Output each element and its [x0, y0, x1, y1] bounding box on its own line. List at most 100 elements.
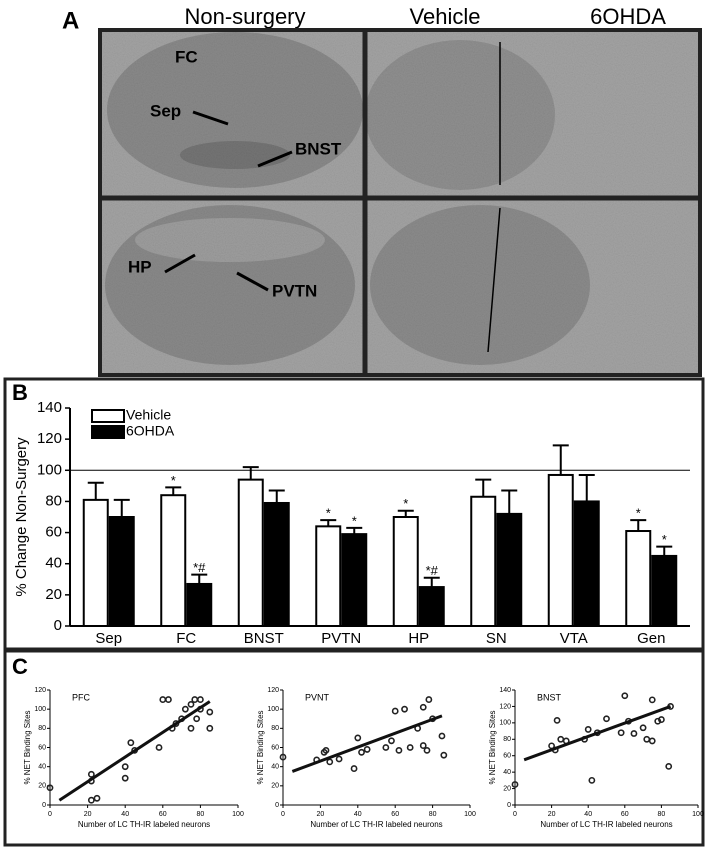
x-tick-label: VTA — [560, 630, 588, 647]
x-tick-label: 0 — [48, 811, 52, 818]
y-tick-label: 20 — [503, 785, 511, 792]
data-point — [401, 705, 408, 713]
column-title: 6OHDA — [590, 4, 666, 29]
bar — [82, 498, 109, 627]
x-tick-label: 100 — [692, 811, 704, 818]
data-point — [93, 794, 101, 802]
y-axis-label: % NET Binding Sites — [256, 710, 265, 784]
data-point — [165, 696, 172, 703]
y-tick-label: 80 — [45, 492, 62, 509]
x-tick-label: 80 — [429, 811, 437, 818]
y-tick-label: 20 — [38, 783, 46, 790]
pointer — [257, 150, 293, 168]
significance-mark: * — [352, 513, 357, 528]
data-point — [358, 748, 365, 756]
x-tick-label: 60 — [159, 811, 167, 818]
y-tick-label: 0 — [275, 802, 279, 809]
x-tick-label: 40 — [354, 811, 362, 818]
data-point — [665, 762, 673, 770]
y-tick-label: 80 — [271, 725, 279, 732]
region-label: PVTN — [272, 281, 317, 300]
pointer — [192, 110, 229, 126]
x-tick-label: FC — [176, 630, 196, 647]
data-point — [193, 715, 201, 723]
data-point — [382, 744, 390, 751]
data-point — [639, 724, 647, 732]
data-point — [648, 737, 656, 745]
data-point — [363, 746, 371, 753]
y-tick-label: 100 — [34, 706, 46, 713]
bar — [108, 516, 135, 627]
data-point — [155, 744, 163, 751]
significance-mark: * — [403, 496, 408, 511]
y-tick-label: 40 — [503, 769, 511, 776]
y-tick-label: 120 — [267, 687, 279, 694]
y-tick-label: 40 — [38, 764, 46, 771]
brain-structure — [180, 141, 290, 169]
bar — [237, 478, 264, 627]
y-tick-label: 20 — [45, 586, 62, 603]
bar — [573, 500, 600, 627]
x-tick-label: 20 — [548, 811, 556, 818]
data-point — [335, 755, 343, 763]
data-point — [187, 700, 195, 708]
data-point — [322, 746, 330, 754]
y-tick-label: 120 — [34, 687, 46, 694]
y-tick-label: 140 — [499, 687, 511, 694]
region-label: BNST — [295, 139, 342, 158]
data-point — [588, 776, 596, 784]
panel-frame — [3, 377, 705, 651]
pointer — [164, 253, 196, 274]
data-point — [584, 726, 592, 733]
significance-mark: *# — [426, 563, 439, 578]
data-point — [121, 774, 129, 782]
column-title: Non-surgery — [184, 4, 305, 29]
data-point — [425, 696, 433, 703]
brain-section — [365, 40, 555, 190]
data-point — [181, 705, 189, 713]
column-title: Vehicle — [410, 4, 481, 29]
plot-title: BNST — [537, 692, 562, 702]
y-tick-label: 140 — [37, 399, 62, 416]
x-tick-label: 100 — [464, 811, 476, 818]
data-point — [326, 758, 334, 766]
y-tick-label: 80 — [38, 725, 46, 732]
y-tick-label: 100 — [267, 706, 279, 713]
data-point — [553, 716, 561, 724]
data-point — [279, 753, 287, 761]
data-point — [423, 746, 431, 754]
data-point — [630, 730, 638, 737]
data-point — [159, 696, 167, 703]
bar — [625, 530, 652, 627]
plot-title: PVNT — [305, 692, 330, 702]
y-axis-label: % NET Binding Sites — [23, 710, 32, 784]
data-point — [388, 737, 395, 745]
data-point — [603, 715, 610, 723]
legend-label: Vehicle — [126, 407, 171, 423]
data-point — [617, 729, 625, 737]
region-label: HP — [128, 257, 152, 276]
y-tick-label: 120 — [37, 430, 62, 447]
data-point — [127, 739, 135, 747]
y-tick-label: 60 — [38, 744, 46, 751]
y-axis-label: % Change Non-Surgery — [13, 437, 30, 597]
plot-title: PFC — [72, 692, 91, 702]
x-tick-label: 40 — [121, 811, 129, 818]
x-axis-label: Number of LC TH-IR labeled neurons — [78, 820, 210, 829]
data-point — [206, 724, 214, 732]
x-tick-label: 0 — [513, 811, 517, 818]
data-point — [643, 735, 651, 743]
y-tick-label: 60 — [271, 744, 279, 751]
brain-structure — [135, 218, 325, 262]
data-point — [648, 696, 656, 704]
legend-swatch — [91, 409, 125, 423]
bar — [651, 554, 678, 628]
data-point — [419, 703, 427, 711]
x-tick-label: 100 — [232, 811, 244, 818]
bar — [547, 473, 574, 628]
x-tick-label: PVTN — [321, 630, 361, 647]
brain-section — [107, 32, 363, 188]
y-tick-label: 40 — [271, 764, 279, 771]
data-point — [406, 744, 414, 751]
